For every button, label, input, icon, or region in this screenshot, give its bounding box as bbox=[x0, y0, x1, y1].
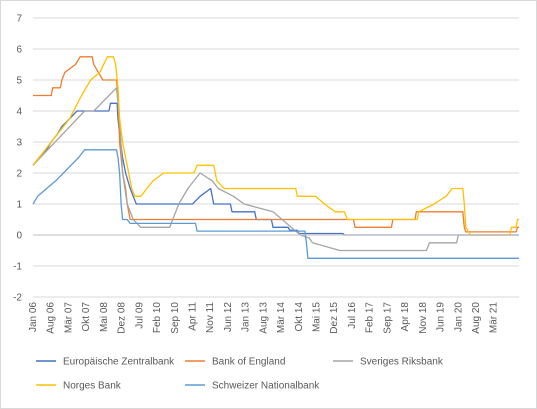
x-tick-label: Dez 15 bbox=[329, 302, 340, 334]
x-tick-label: Feb 17 bbox=[365, 302, 376, 334]
x-tick-label: Nov 11 bbox=[205, 302, 216, 333]
x-tick-label: Dez 08 bbox=[117, 302, 128, 334]
legend-item: Europäische Zentralbank bbox=[36, 357, 175, 368]
x-tick-label: Jan 20 bbox=[453, 302, 464, 332]
x-tick-label: Jun 12 bbox=[223, 302, 234, 332]
legend-item: Bank of England bbox=[185, 357, 285, 368]
x-tick-label: Mai 08 bbox=[99, 302, 110, 332]
series-line bbox=[32, 102, 519, 236]
x-tick-label: Jul 09 bbox=[134, 302, 145, 329]
series-line bbox=[32, 56, 519, 236]
x-tick-label: Jan 06 bbox=[28, 302, 39, 332]
series-line bbox=[32, 149, 519, 259]
x-tick-label: Apr 11 bbox=[187, 302, 198, 331]
y-tick-label: 2 bbox=[16, 169, 22, 180]
y-tick-label: -2 bbox=[13, 293, 22, 304]
x-tick-label: Okt 14 bbox=[294, 302, 305, 332]
x-tick-label: Aug 20 bbox=[471, 302, 482, 334]
x-tick-label: Apr 18 bbox=[400, 302, 411, 332]
legend-item: Norges Bank bbox=[36, 381, 122, 392]
x-tick-label: Mär 21 bbox=[489, 302, 500, 334]
legend-item: Sveriges Riksbank bbox=[333, 357, 444, 368]
y-tick-label: 1 bbox=[16, 200, 22, 211]
series-line bbox=[33, 56, 519, 233]
series-lines bbox=[32, 56, 519, 259]
legend-label: Bank of England bbox=[212, 357, 285, 368]
x-tick-label: Feb 10 bbox=[152, 302, 163, 334]
y-axis-ticks: -2 -1 0 1 2 3 4 5 6 7 bbox=[13, 14, 22, 304]
x-tick-label: Aug 13 bbox=[258, 302, 269, 334]
x-tick-label: Jan 13 bbox=[241, 302, 252, 332]
y-tick-label: 7 bbox=[16, 14, 22, 25]
x-tick-label: Jun 19 bbox=[436, 302, 447, 332]
x-tick-label: Mär 14 bbox=[276, 302, 287, 334]
x-tick-label: Okt 07 bbox=[81, 302, 92, 332]
x-tick-label: Aug 06 bbox=[46, 302, 57, 334]
y-tick-label: 5 bbox=[16, 76, 22, 87]
y-tick-label: -1 bbox=[13, 262, 22, 273]
series-line bbox=[32, 87, 519, 252]
x-tick-label: Nov 18 bbox=[418, 302, 429, 334]
legend: Europäische Zentralbank Bank of England Sv… bbox=[36, 357, 444, 392]
x-tick-label: Mär 07 bbox=[63, 302, 74, 334]
y-tick-label: 3 bbox=[16, 138, 22, 149]
legend-label: Norges Bank bbox=[63, 381, 122, 392]
x-tick-label: Sep 17 bbox=[382, 302, 393, 334]
y-tick-label: 0 bbox=[16, 231, 22, 242]
legend-label: Sveriges Riksbank bbox=[360, 357, 444, 368]
y-tick-label: 4 bbox=[16, 107, 22, 118]
y-tick-label: 6 bbox=[16, 45, 22, 56]
legend-label: Schweizer Nationalbank bbox=[212, 381, 320, 392]
x-axis: Jan 06 Aug 06 Mär 07 Okt 07 Mai 08 Dez 08 Jul … bbox=[28, 234, 519, 334]
legend-label: Europäische Zentralbank bbox=[63, 357, 175, 368]
x-tick-label: Jul 16 bbox=[347, 302, 358, 329]
x-tick-label: Sep 10 bbox=[170, 302, 181, 334]
legend-item: Schweizer Nationalbank bbox=[185, 381, 320, 392]
x-tick-label: Mai 15 bbox=[311, 302, 322, 332]
gridlines bbox=[33, 17, 519, 298]
